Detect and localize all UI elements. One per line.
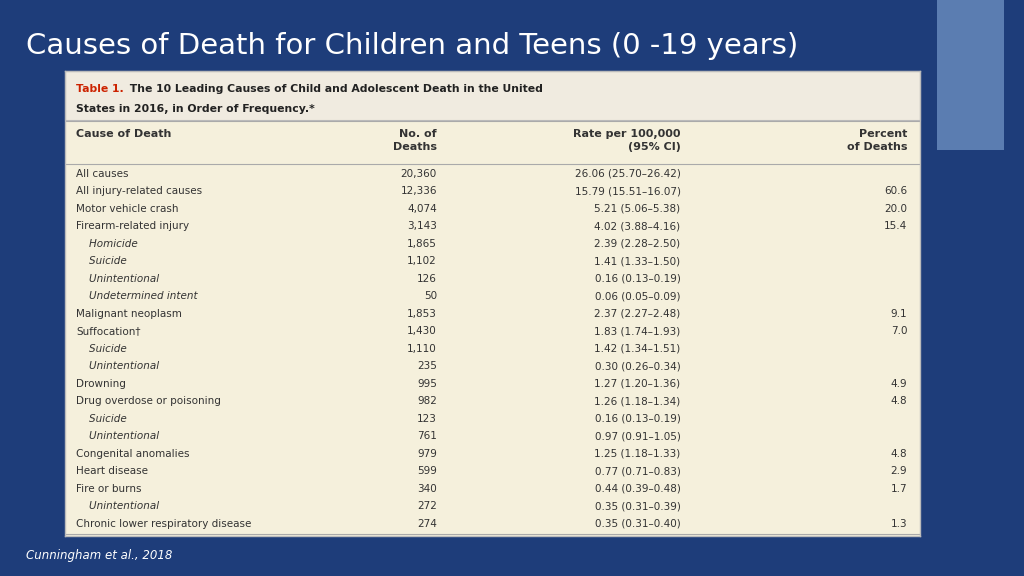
Text: 1.41 (1.33–1.50): 1.41 (1.33–1.50) bbox=[595, 256, 681, 266]
Text: All injury-related causes: All injury-related causes bbox=[76, 186, 203, 196]
Text: 235: 235 bbox=[417, 361, 437, 371]
Text: Motor vehicle crash: Motor vehicle crash bbox=[76, 204, 178, 214]
Text: Congenital anomalies: Congenital anomalies bbox=[76, 449, 189, 458]
Text: Homicide: Homicide bbox=[76, 238, 138, 249]
Text: Causes of Death for Children and Teens (0 -19 years): Causes of Death for Children and Teens (… bbox=[26, 32, 798, 60]
Text: Fire or burns: Fire or burns bbox=[76, 483, 141, 494]
Text: Unintentional: Unintentional bbox=[76, 361, 160, 371]
Text: Unintentional: Unintentional bbox=[76, 274, 160, 283]
Text: 2.9: 2.9 bbox=[891, 466, 907, 476]
Text: 9.1: 9.1 bbox=[891, 309, 907, 319]
Text: 979: 979 bbox=[417, 449, 437, 458]
Text: 0.06 (0.05–0.09): 0.06 (0.05–0.09) bbox=[595, 291, 681, 301]
Text: 1.42 (1.34–1.51): 1.42 (1.34–1.51) bbox=[594, 343, 681, 354]
Text: 272: 272 bbox=[417, 501, 437, 511]
Text: Firearm-related injury: Firearm-related injury bbox=[76, 221, 189, 231]
Text: 1.25 (1.18–1.33): 1.25 (1.18–1.33) bbox=[594, 449, 681, 458]
Text: 1,865: 1,865 bbox=[408, 238, 437, 249]
Text: 1,110: 1,110 bbox=[408, 343, 437, 354]
Text: 1.3: 1.3 bbox=[891, 518, 907, 529]
Text: Undetermined intent: Undetermined intent bbox=[76, 291, 198, 301]
Text: No. of
Deaths: No. of Deaths bbox=[393, 129, 437, 151]
Text: Suicide: Suicide bbox=[76, 414, 127, 423]
Text: 599: 599 bbox=[417, 466, 437, 476]
Text: 7.0: 7.0 bbox=[891, 326, 907, 336]
Text: Cunningham et al., 2018: Cunningham et al., 2018 bbox=[26, 548, 172, 562]
Text: 1.26 (1.18–1.34): 1.26 (1.18–1.34) bbox=[594, 396, 681, 406]
Text: 0.35 (0.31–0.40): 0.35 (0.31–0.40) bbox=[595, 518, 681, 529]
Text: Malignant neoplasm: Malignant neoplasm bbox=[76, 309, 182, 319]
Text: 1.27 (1.20–1.36): 1.27 (1.20–1.36) bbox=[595, 378, 681, 389]
Text: 123: 123 bbox=[417, 414, 437, 423]
Text: 274: 274 bbox=[417, 518, 437, 529]
Text: 761: 761 bbox=[417, 431, 437, 441]
Text: 1.7: 1.7 bbox=[891, 483, 907, 494]
Text: 5.21 (5.06–5.38): 5.21 (5.06–5.38) bbox=[595, 204, 681, 214]
Text: Suffocation†: Suffocation† bbox=[76, 326, 140, 336]
Text: Cause of Death: Cause of Death bbox=[76, 129, 171, 139]
Text: 20.0: 20.0 bbox=[884, 204, 907, 214]
Text: Unintentional: Unintentional bbox=[76, 431, 160, 441]
Text: 15.4: 15.4 bbox=[884, 221, 907, 231]
Text: 2.37 (2.27–2.48): 2.37 (2.27–2.48) bbox=[594, 309, 681, 319]
Text: Percent
of Deaths: Percent of Deaths bbox=[847, 129, 907, 151]
Text: Suicide: Suicide bbox=[76, 343, 127, 354]
Text: Unintentional: Unintentional bbox=[76, 501, 160, 511]
Text: Rate per 100,000
(95% CI): Rate per 100,000 (95% CI) bbox=[573, 129, 681, 151]
Text: Chronic lower respiratory disease: Chronic lower respiratory disease bbox=[76, 518, 252, 529]
Text: 4.8: 4.8 bbox=[891, 396, 907, 406]
Text: The 10 Leading Causes of Child and Adolescent Death in the United: The 10 Leading Causes of Child and Adole… bbox=[126, 85, 543, 94]
Text: 126: 126 bbox=[417, 274, 437, 283]
Text: 20,360: 20,360 bbox=[400, 169, 437, 179]
Text: 0.44 (0.39–0.48): 0.44 (0.39–0.48) bbox=[595, 483, 681, 494]
Text: 0.97 (0.91–1.05): 0.97 (0.91–1.05) bbox=[595, 431, 681, 441]
FancyBboxPatch shape bbox=[65, 71, 920, 120]
Text: 12,336: 12,336 bbox=[400, 186, 437, 196]
Text: 3,143: 3,143 bbox=[408, 221, 437, 231]
Text: 2.39 (2.28–2.50): 2.39 (2.28–2.50) bbox=[595, 238, 681, 249]
Text: 0.35 (0.31–0.39): 0.35 (0.31–0.39) bbox=[595, 501, 681, 511]
Text: 1,853: 1,853 bbox=[408, 309, 437, 319]
Text: 982: 982 bbox=[417, 396, 437, 406]
Text: Drowning: Drowning bbox=[76, 378, 126, 389]
Text: 1,102: 1,102 bbox=[408, 256, 437, 266]
Text: 0.16 (0.13–0.19): 0.16 (0.13–0.19) bbox=[595, 274, 681, 283]
Text: 4.9: 4.9 bbox=[891, 378, 907, 389]
Text: 15.79 (15.51–16.07): 15.79 (15.51–16.07) bbox=[574, 186, 681, 196]
Text: 26.06 (25.70–26.42): 26.06 (25.70–26.42) bbox=[574, 169, 681, 179]
Text: 4.8: 4.8 bbox=[891, 449, 907, 458]
Text: Suicide: Suicide bbox=[76, 256, 127, 266]
Text: All causes: All causes bbox=[76, 169, 129, 179]
Text: 340: 340 bbox=[417, 483, 437, 494]
Text: 995: 995 bbox=[417, 378, 437, 389]
Text: States in 2016, in Order of Frequency.*: States in 2016, in Order of Frequency.* bbox=[76, 104, 314, 113]
Text: 4,074: 4,074 bbox=[408, 204, 437, 214]
Text: 60.6: 60.6 bbox=[884, 186, 907, 196]
Text: 1,430: 1,430 bbox=[408, 326, 437, 336]
Text: 1.83 (1.74–1.93): 1.83 (1.74–1.93) bbox=[594, 326, 681, 336]
Text: 50: 50 bbox=[424, 291, 437, 301]
Text: 0.77 (0.71–0.83): 0.77 (0.71–0.83) bbox=[595, 466, 681, 476]
Text: 0.30 (0.26–0.34): 0.30 (0.26–0.34) bbox=[595, 361, 681, 371]
Text: Drug overdose or poisoning: Drug overdose or poisoning bbox=[76, 396, 221, 406]
Text: Table 1.: Table 1. bbox=[76, 85, 124, 94]
Text: 0.16 (0.13–0.19): 0.16 (0.13–0.19) bbox=[595, 414, 681, 423]
Text: Heart disease: Heart disease bbox=[76, 466, 148, 476]
Text: 4.02 (3.88–4.16): 4.02 (3.88–4.16) bbox=[595, 221, 681, 231]
